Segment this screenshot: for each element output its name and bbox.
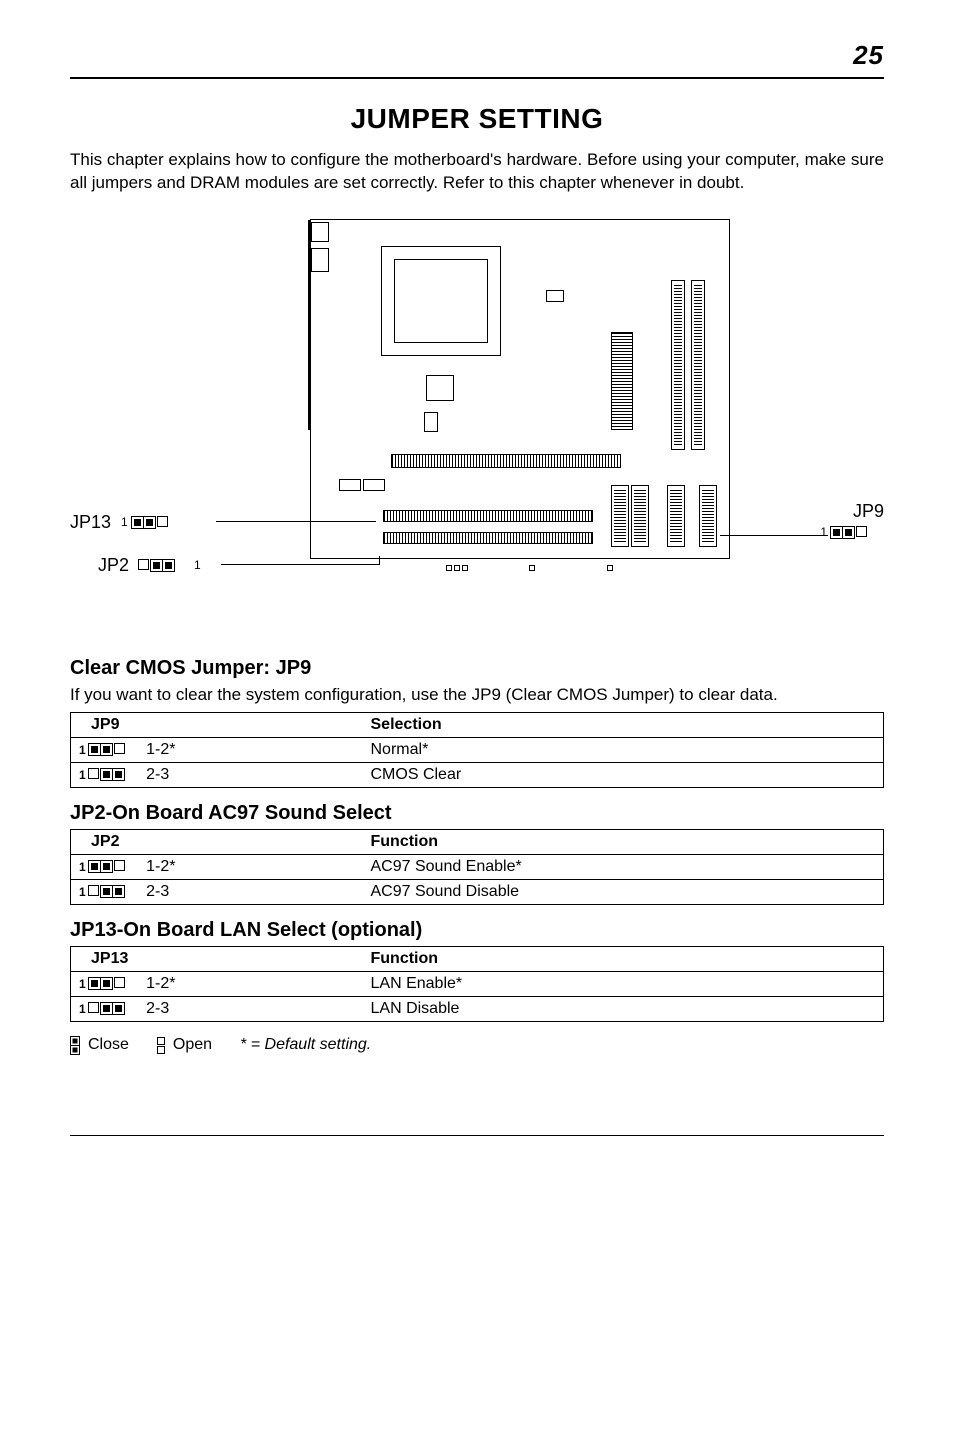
jp13-leader: [216, 521, 376, 522]
legend-open-label: Open: [173, 1036, 212, 1054]
pin1-index: 1: [79, 885, 86, 899]
pins-text: 1-2*: [146, 858, 175, 875]
jp9-callout-chip: 1: [818, 525, 884, 540]
open-icon: [157, 1037, 165, 1054]
pins-cell: 1 2-3: [71, 996, 301, 1021]
jp13-table: JP13 Function 1 1-2* LAN Enable* 1 2-3 L…: [70, 946, 884, 1022]
jp9-leader: [720, 535, 828, 536]
jumper-23-icon: 1: [79, 884, 126, 899]
pins-text: 2-3: [146, 766, 169, 783]
pin1-index: 1: [79, 860, 86, 874]
pin1-index: 1: [121, 515, 128, 529]
pins-cell: 1 2-3: [71, 762, 301, 787]
jumper-12-icon: 1: [79, 976, 126, 991]
jp2-leader: [221, 564, 379, 565]
col-header: JP13: [71, 946, 301, 971]
jumper-23-icon: 1: [79, 1001, 126, 1016]
value-cell: CMOS Clear: [301, 762, 884, 787]
page-number: 25: [70, 40, 884, 71]
section-heading-jp13: JP13-On Board LAN Select (optional): [70, 919, 884, 942]
pin1-index: 1: [79, 743, 86, 757]
jp9-label: JP9: [853, 501, 884, 522]
value-cell: LAN Enable*: [301, 971, 884, 996]
value-cell: Normal*: [301, 737, 884, 762]
legend-open: Open: [157, 1036, 212, 1054]
jumper-12-icon: 1: [79, 859, 126, 874]
jp9-table: JP9 Selection 1 1-2* Normal* 1 2-3 CMOS …: [70, 712, 884, 788]
jp13-chip-icon: [130, 515, 169, 530]
board-outline: [310, 219, 730, 559]
table-row: 1 1-2* LAN Enable*: [71, 971, 884, 996]
legend-close: Close: [70, 1036, 129, 1055]
legend-note-text: * = Default setting.: [240, 1036, 371, 1054]
col-header: Function: [301, 829, 884, 854]
pins-cell: 1 1-2*: [71, 971, 301, 996]
jumper-12-icon: 1: [79, 742, 126, 757]
pin1-index: 1: [194, 558, 201, 572]
pin1-index: 1: [79, 977, 86, 991]
pins-text: 2-3: [146, 1000, 169, 1017]
pins-cell: 1 2-3: [71, 879, 301, 904]
jp9-callout-label: JP9: [853, 501, 884, 522]
close-icon: [70, 1036, 80, 1055]
col-header: Selection: [301, 712, 884, 737]
page-title: JUMPER SETTING: [70, 103, 884, 135]
table-row: 1 1-2* Normal*: [71, 737, 884, 762]
col-header: JP9: [71, 712, 301, 737]
motherboard-diagram: JP13 1 JP2 1 JP9 1: [70, 209, 884, 639]
pin1-index: 1: [79, 1002, 86, 1016]
pin1-index: 1: [79, 768, 86, 782]
table-row: 1 2-3 AC97 Sound Disable: [71, 879, 884, 904]
pins-cell: 1 1-2*: [71, 854, 301, 879]
jp2-chip-icon: [137, 558, 176, 573]
pins-cell: 1 1-2*: [71, 737, 301, 762]
intro-paragraph: This chapter explains how to configure t…: [70, 149, 884, 195]
table-row: 1 1-2* AC97 Sound Enable*: [71, 854, 884, 879]
section-desc-jp9: If you want to clear the system configur…: [70, 684, 884, 706]
pins-text: 1-2*: [146, 741, 175, 758]
jp2-label: JP2: [98, 555, 129, 576]
col-header: JP2: [71, 829, 301, 854]
legend-close-label: Close: [88, 1036, 129, 1054]
col-header: Function: [301, 946, 884, 971]
table-row: 1 2-3 LAN Disable: [71, 996, 884, 1021]
top-rule: [70, 77, 884, 79]
value-cell: LAN Disable: [301, 996, 884, 1021]
section-heading-jp9: Clear CMOS Jumper: JP9: [70, 657, 884, 680]
value-cell: AC97 Sound Disable: [301, 879, 884, 904]
table-header-row: JP2 Function: [71, 829, 884, 854]
legend: Close Open * = Default setting.: [70, 1036, 884, 1055]
jp2-table: JP2 Function 1 1-2* AC97 Sound Enable* 1…: [70, 829, 884, 905]
jumper-23-icon: 1: [79, 767, 126, 782]
jp13-label: JP13: [70, 512, 111, 533]
jp9-chip-icon: [829, 525, 868, 540]
pins-text: 2-3: [146, 883, 169, 900]
table-row: 1 2-3 CMOS Clear: [71, 762, 884, 787]
bottom-rule: [70, 1135, 884, 1136]
table-header-row: JP9 Selection: [71, 712, 884, 737]
value-cell: AC97 Sound Enable*: [301, 854, 884, 879]
table-header-row: JP13 Function: [71, 946, 884, 971]
legend-note: * = Default setting.: [240, 1036, 371, 1054]
pins-text: 1-2*: [146, 975, 175, 992]
pin1-index: 1: [820, 525, 827, 539]
jp2-leader-v: [379, 556, 380, 565]
jp13-callout: JP13 1: [70, 512, 185, 533]
section-heading-jp2: JP2-On Board AC97 Sound Select: [70, 802, 884, 825]
jp2-callout: JP2 1: [98, 555, 203, 576]
